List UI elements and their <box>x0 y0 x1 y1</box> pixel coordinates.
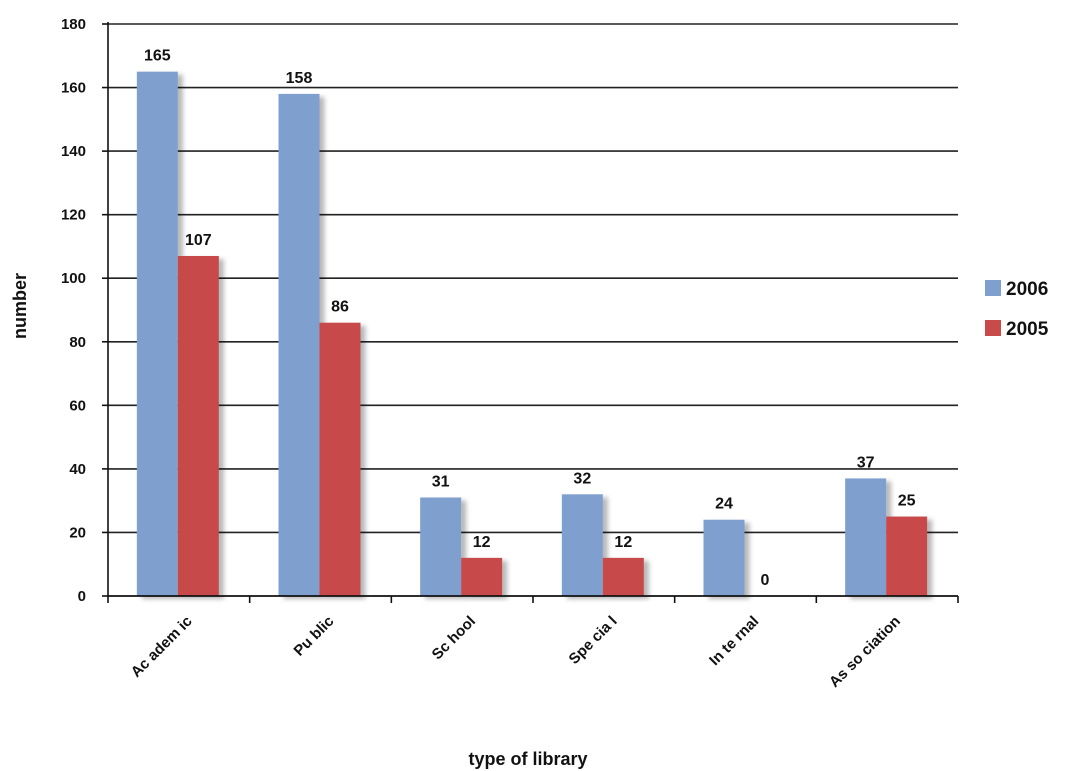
y-axis-title: number <box>10 273 30 339</box>
y-tick-label-160: 160 <box>61 80 86 97</box>
bar-association-2005 <box>886 516 928 596</box>
x-tick-label-association: As so ciation <box>826 613 904 691</box>
y-tick-label-60: 60 <box>69 397 86 414</box>
legend-label-2006: 2006 <box>1006 279 1048 300</box>
y-tick-label-20: 20 <box>69 524 86 541</box>
data-label-school-2005: 12 <box>473 534 491 551</box>
data-label-special-2006: 32 <box>573 470 591 487</box>
y-tick-label-180: 180 <box>61 16 86 33</box>
bar-special-2005 <box>602 557 644 596</box>
x-axis-title: type of library <box>468 749 587 769</box>
x-tick-label-school: Sc hool <box>429 613 479 663</box>
x-tick-label-internal: In te rnal <box>706 613 762 669</box>
y-tick-label-0: 0 <box>78 588 86 605</box>
data-label-school-2006: 31 <box>432 473 450 490</box>
x-tick-label-public: Pu blic <box>291 613 338 660</box>
bars <box>136 71 928 597</box>
gridlines <box>108 23 958 534</box>
bar-school-2005 <box>461 557 503 596</box>
bar-internal-2006 <box>703 519 745 596</box>
data-label-association-2005: 25 <box>898 493 916 510</box>
x-tick-labels: Ac adem ic Pu blic Sc hool Spe cia l In te r… <box>128 613 904 691</box>
data-label-internal-2005: 0 <box>761 572 770 589</box>
y-tick-label-140: 140 <box>61 143 86 160</box>
bar-academic-2005 <box>177 255 219 596</box>
bar-public-2006 <box>278 93 320 597</box>
x-tick-label-academic: Ac adem ic <box>128 613 196 681</box>
data-label-academic-2006: 165 <box>144 48 171 65</box>
y-tick-label-80: 80 <box>69 334 86 351</box>
bar-public-2005 <box>319 322 361 596</box>
data-label-internal-2006: 24 <box>715 496 733 513</box>
y-tick-label-100: 100 <box>61 270 86 287</box>
data-label-academic-2005: 107 <box>185 232 212 249</box>
legend-swatch-2006 <box>985 280 1001 296</box>
y-tick-label-40: 40 <box>69 461 86 478</box>
y-tick-labels: 0 20 40 60 80 100 120 140 160 180 <box>61 16 86 605</box>
y-tick-label-120: 120 <box>61 207 86 224</box>
legend-label-2005: 2005 <box>1006 319 1049 340</box>
data-label-association-2006: 37 <box>857 454 875 471</box>
data-label-public-2005: 86 <box>331 299 349 316</box>
bar-special-2006 <box>561 494 603 596</box>
data-label-special-2005: 12 <box>614 534 632 551</box>
legend: 2006 2005 <box>985 279 1049 340</box>
axes <box>102 22 959 603</box>
x-tick-label-special: Spe cia l <box>566 613 621 668</box>
legend-swatch-2005 <box>985 320 1001 336</box>
data-labels: 165 107 158 86 31 12 32 12 24 0 37 25 <box>144 48 916 589</box>
bar-academic-2006 <box>136 71 178 596</box>
bar-association-2006 <box>845 478 887 596</box>
bar-school-2006 <box>420 497 462 596</box>
data-label-public-2006: 158 <box>286 70 313 87</box>
